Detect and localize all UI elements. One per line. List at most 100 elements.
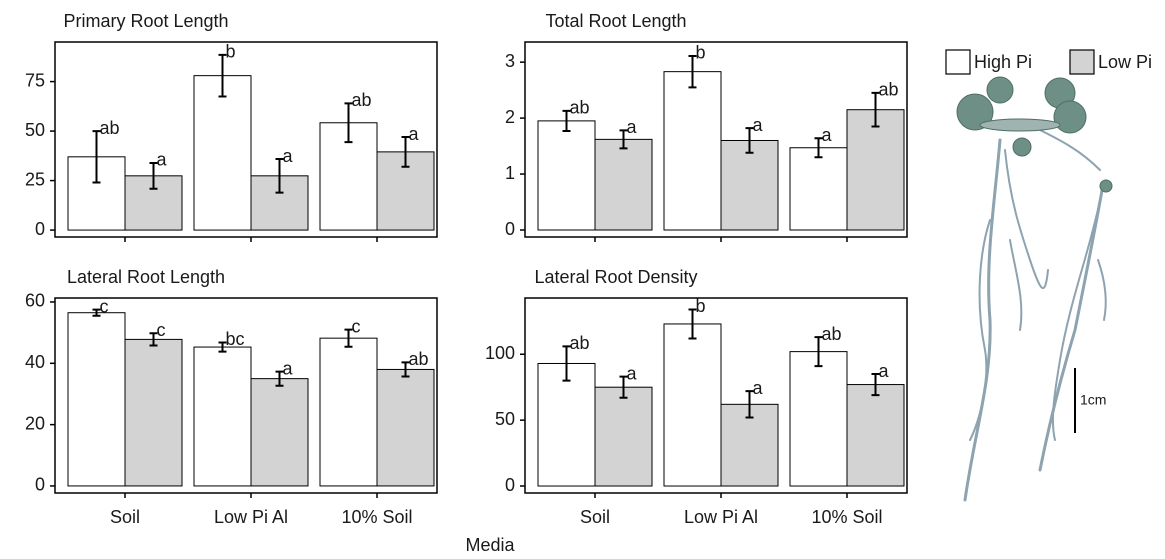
chart-title: Primary Root Length bbox=[63, 11, 228, 31]
significance-letter: b bbox=[696, 43, 706, 63]
error-bar bbox=[619, 375, 628, 399]
plant-leaves bbox=[956, 76, 1113, 193]
significance-letter: a bbox=[283, 146, 294, 166]
bar bbox=[537, 362, 596, 487]
error-bar bbox=[92, 130, 101, 184]
y-tick-label: 1 bbox=[505, 163, 515, 183]
y-tick-label: 50 bbox=[495, 409, 515, 429]
bar bbox=[663, 71, 722, 231]
plant-photo bbox=[963, 129, 1107, 502]
legend-label: Low Pi bbox=[1098, 52, 1152, 72]
significance-letter: ab bbox=[352, 90, 372, 110]
significance-letter: a bbox=[822, 125, 833, 145]
error-bar bbox=[218, 53, 227, 98]
error-bar bbox=[149, 332, 158, 347]
error-bar bbox=[344, 328, 353, 348]
error-bar bbox=[92, 308, 101, 317]
significance-letter: c bbox=[157, 320, 166, 340]
bar bbox=[537, 120, 596, 231]
y-tick-label: 20 bbox=[25, 413, 45, 433]
error-bar bbox=[218, 341, 227, 353]
x-tick-label: Soil bbox=[110, 507, 140, 527]
legend-swatch bbox=[945, 49, 971, 75]
significance-letter: ab bbox=[879, 80, 899, 100]
plot-frame bbox=[54, 297, 438, 494]
bar bbox=[124, 338, 183, 487]
y-tick-label: 0 bbox=[35, 475, 45, 495]
x-tick-label: 10% Soil bbox=[811, 507, 882, 527]
bar bbox=[789, 351, 848, 487]
error-bar bbox=[275, 370, 284, 387]
significance-letter: a bbox=[157, 150, 168, 170]
plot-frame bbox=[524, 41, 908, 238]
bar bbox=[67, 312, 126, 487]
y-tick-label: 60 bbox=[25, 291, 45, 311]
x-tick-label: Soil bbox=[580, 507, 610, 527]
error-bar bbox=[745, 390, 754, 419]
bar bbox=[594, 386, 653, 487]
error-bar bbox=[149, 161, 158, 190]
y-tick-label: 75 bbox=[25, 70, 45, 90]
y-tick-label: 0 bbox=[505, 219, 515, 239]
y-tick-label: 0 bbox=[505, 475, 515, 495]
significance-letter: a bbox=[409, 124, 420, 144]
y-tick-label: 3 bbox=[505, 51, 515, 71]
significance-letter: a bbox=[627, 117, 638, 137]
significance-letter: a bbox=[753, 378, 764, 398]
error-bar bbox=[871, 91, 880, 128]
significance-letter: b bbox=[696, 296, 706, 316]
significance-letter: a bbox=[753, 115, 764, 135]
significance-letter: ab bbox=[570, 333, 590, 353]
chart-title: Lateral Root Length bbox=[67, 267, 225, 287]
error-bar bbox=[344, 102, 353, 144]
error-bar bbox=[562, 109, 571, 132]
significance-letter: a bbox=[283, 358, 294, 378]
significance-letter: bc bbox=[226, 329, 245, 349]
y-tick-label: 100 bbox=[485, 343, 515, 363]
significance-letter: ab bbox=[409, 349, 429, 369]
error-bar bbox=[745, 127, 754, 154]
x-tick-label: Low Pi Al bbox=[214, 507, 288, 527]
significance-letter: ab bbox=[100, 118, 120, 138]
bar bbox=[376, 368, 435, 487]
y-tick-label: 40 bbox=[25, 352, 45, 372]
error-bar bbox=[688, 54, 697, 89]
error-bar bbox=[688, 308, 697, 340]
significance-letter: a bbox=[879, 361, 890, 381]
plot-frame bbox=[54, 41, 438, 238]
error-bar bbox=[814, 336, 823, 368]
scale-bar-label: 1cm bbox=[1080, 392, 1106, 408]
bar bbox=[193, 75, 252, 231]
x-tick-label: 10% Soil bbox=[341, 507, 412, 527]
x-tick-label: Low Pi Al bbox=[684, 507, 758, 527]
bar bbox=[789, 147, 848, 231]
chart-title: Total Root Length bbox=[545, 11, 686, 31]
y-tick-label: 2 bbox=[505, 107, 515, 127]
significance-letter: c bbox=[100, 296, 109, 316]
bar bbox=[193, 346, 252, 487]
error-bar bbox=[275, 158, 284, 194]
bar bbox=[846, 109, 905, 231]
error-bar bbox=[401, 136, 410, 168]
error-bar bbox=[401, 361, 410, 378]
y-tick-label: 25 bbox=[25, 169, 45, 189]
y-tick-label: 50 bbox=[25, 120, 45, 140]
error-bar bbox=[814, 137, 823, 159]
bar bbox=[594, 138, 653, 231]
bar bbox=[250, 378, 309, 487]
bar bbox=[846, 384, 905, 487]
y-tick-label: 0 bbox=[35, 219, 45, 239]
bar bbox=[663, 323, 722, 487]
significance-letter: a bbox=[627, 363, 638, 383]
significance-letter: ab bbox=[822, 324, 842, 344]
significance-letter: c bbox=[352, 316, 361, 336]
error-bar bbox=[619, 129, 628, 150]
error-bar bbox=[562, 345, 571, 382]
legend-label: High Pi bbox=[974, 52, 1032, 72]
bar bbox=[319, 337, 378, 487]
significance-letter: ab bbox=[570, 98, 590, 118]
legend-swatch bbox=[1069, 49, 1095, 75]
plot-frame bbox=[524, 297, 908, 494]
